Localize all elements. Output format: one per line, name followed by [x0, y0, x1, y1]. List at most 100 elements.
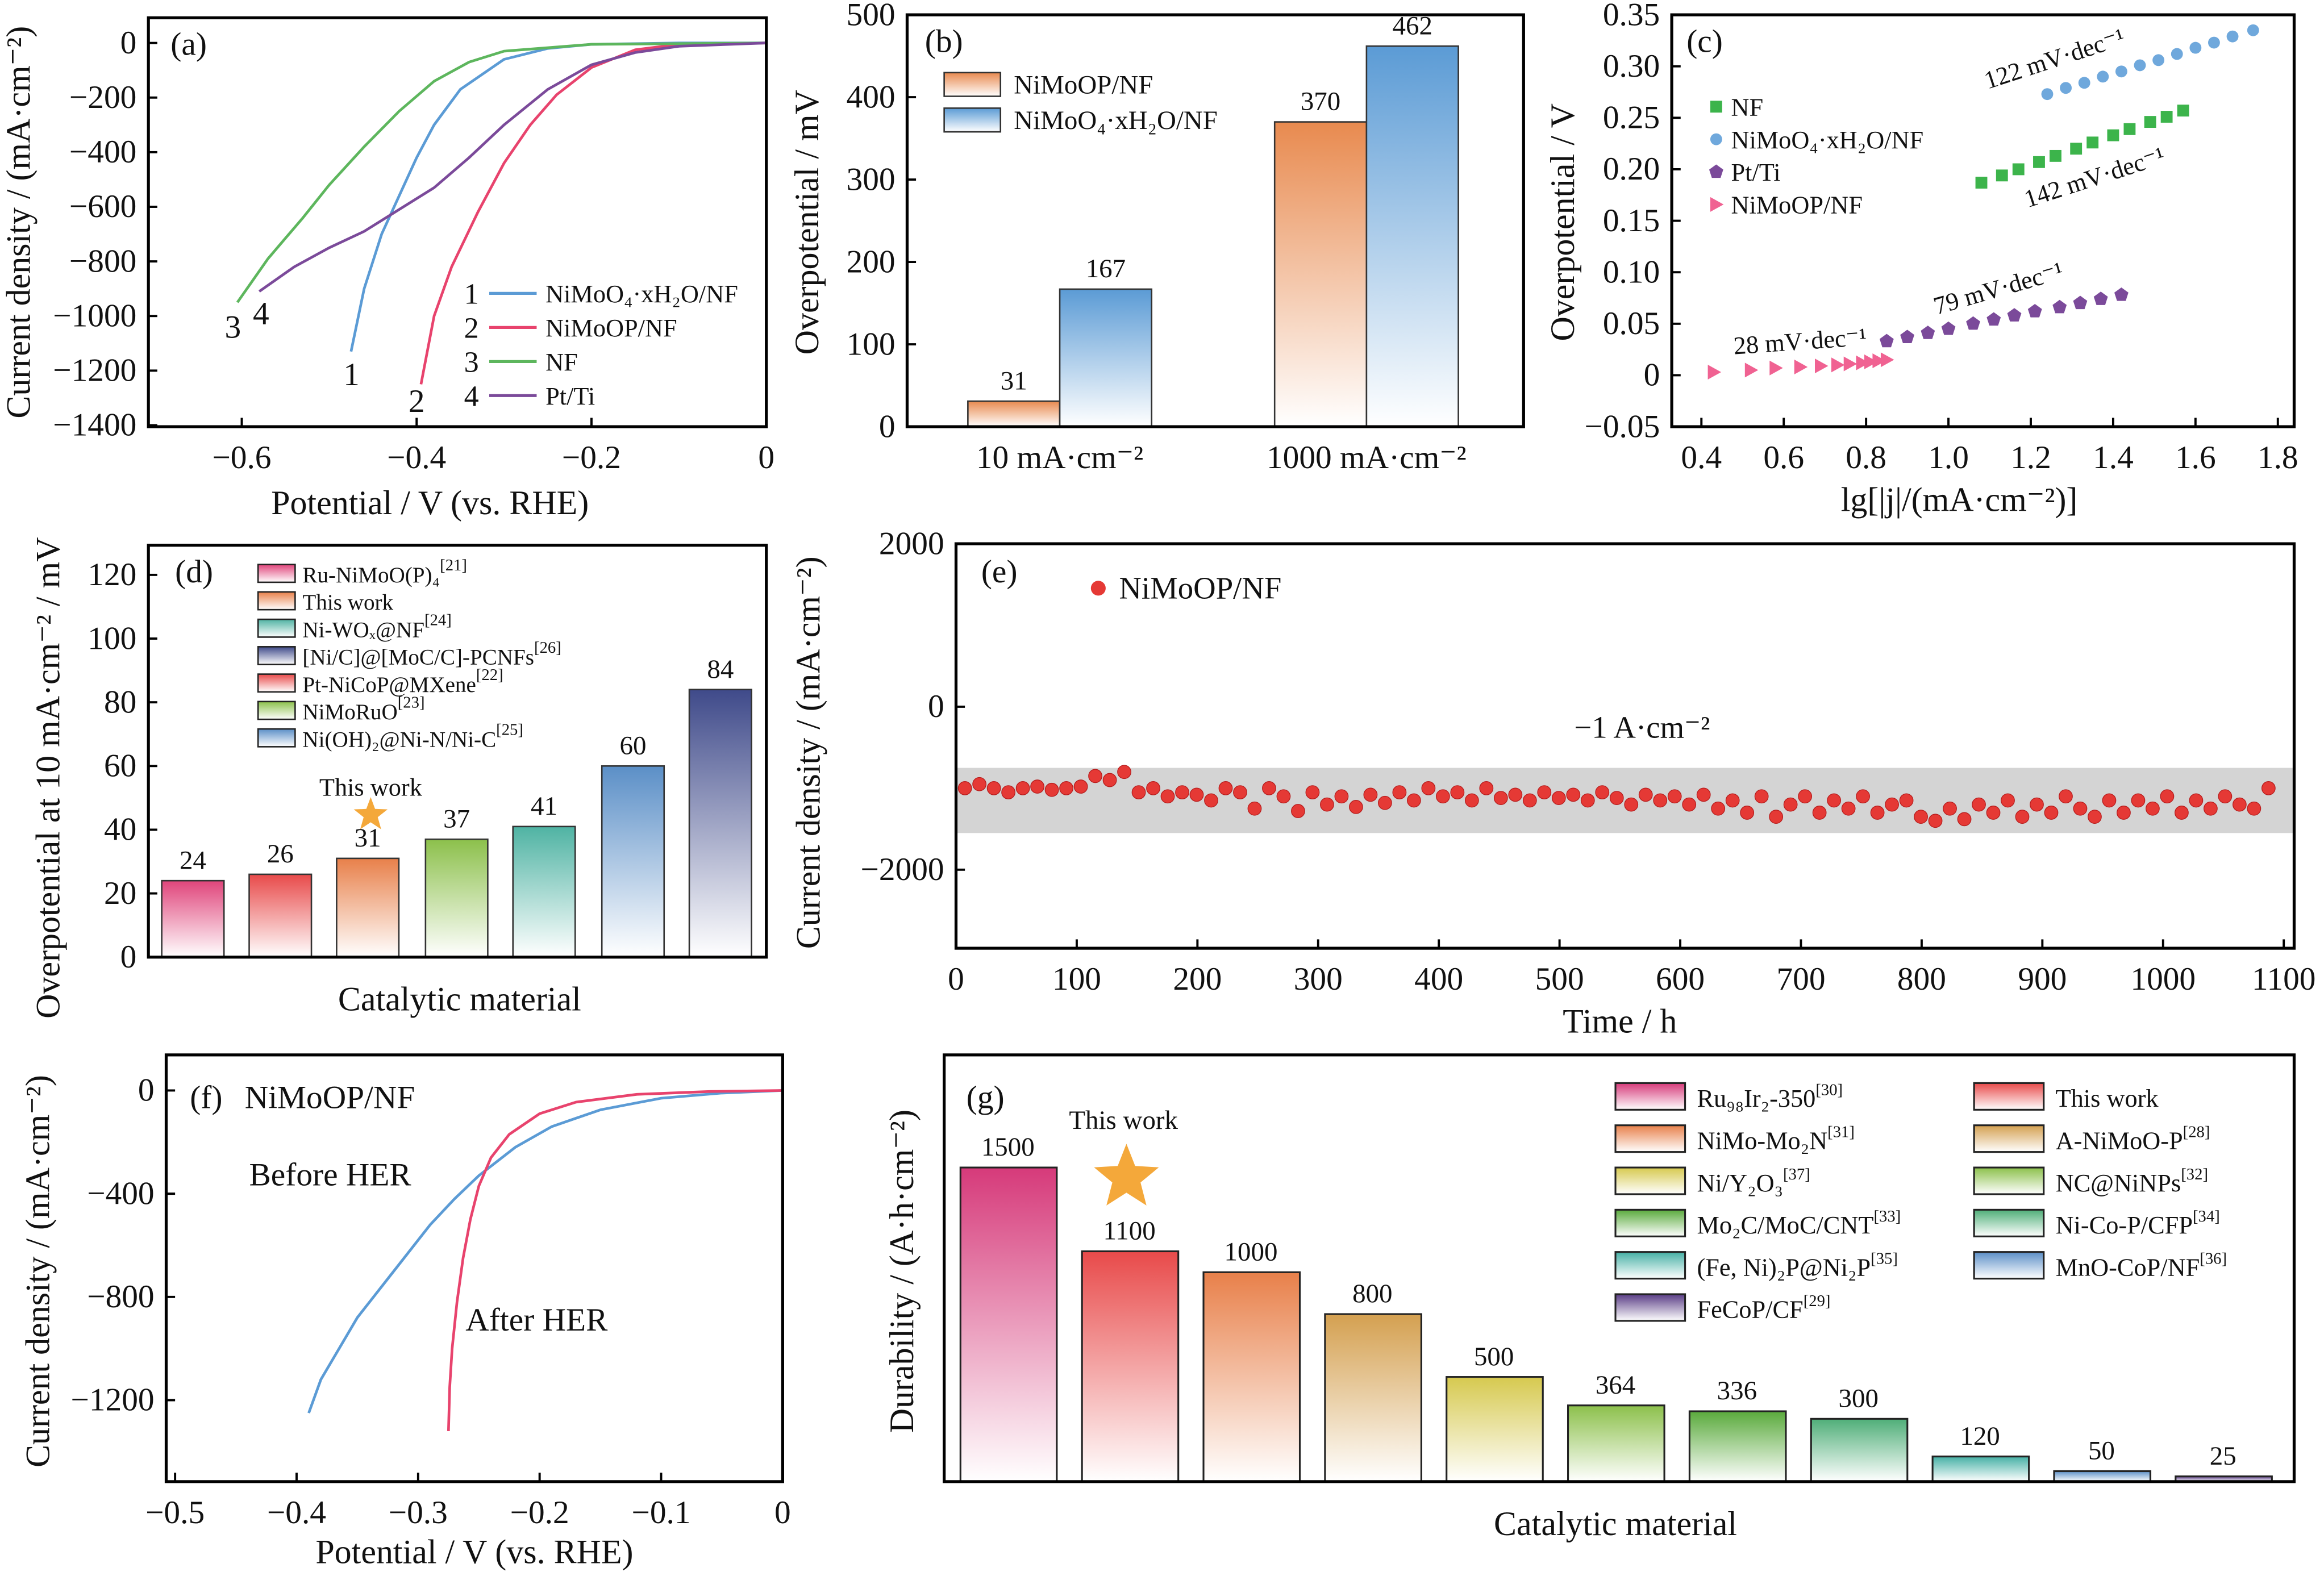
legend-label: This work — [302, 590, 393, 615]
data-point — [2030, 797, 2044, 812]
x-tick-label: 1100 — [2252, 961, 2316, 997]
x-tick-label: 1.2 — [2010, 440, 2051, 476]
data-point — [1378, 795, 1392, 810]
data-point — [2261, 781, 2276, 795]
data-point — [2027, 304, 2042, 318]
data-point — [2232, 797, 2247, 812]
bar — [1810, 1417, 1909, 1483]
legend-label: This work — [2056, 1084, 2159, 1112]
legend-swatch — [257, 591, 296, 611]
legend-label: NiMoOP/NF — [1731, 191, 1863, 219]
x-tick-label: 0.8 — [1846, 440, 1886, 476]
plot-frame — [905, 13, 1525, 428]
y-tick-label: 0 — [1644, 357, 1660, 393]
reference-superscript: [31] — [1827, 1123, 1855, 1141]
y-axis-label: Current density / (mA·cm⁻²) — [790, 556, 827, 949]
data-point — [1435, 789, 1450, 804]
legend-label: Ru-NiMoO(P)₄[21] — [302, 556, 467, 587]
series-annotation: After HER — [465, 1302, 608, 1338]
data-point — [1870, 806, 1885, 820]
bar-value-label: 167 — [1086, 254, 1126, 283]
y-axis-label: Durability / (A·h·cm⁻²) — [883, 1110, 921, 1433]
data-point — [1900, 330, 1914, 343]
x-tick-label: −0.2 — [562, 440, 621, 476]
x-tick-label: 200 — [1173, 961, 1222, 997]
legend-swatch — [1614, 1082, 1686, 1111]
data-point — [2204, 801, 2218, 816]
x-category-label: 1000 mA·cm⁻² — [1267, 440, 1467, 476]
data-point — [2097, 70, 2109, 83]
data-point — [1841, 801, 1856, 816]
data-point — [1638, 787, 1653, 802]
data-point — [1879, 333, 1894, 348]
data-point — [1711, 801, 1726, 816]
legend-number: 4 — [464, 381, 479, 413]
x-axis-label: Catalytic material — [1494, 1505, 1737, 1542]
data-point — [1941, 321, 1956, 335]
y-tick-label: 500 — [847, 0, 896, 32]
panel-label: (a) — [170, 26, 207, 62]
data-point — [2007, 308, 2022, 322]
legend-swatch — [1973, 1166, 2045, 1195]
data-point — [1653, 793, 1668, 808]
data-point — [986, 781, 1001, 795]
bar — [1688, 1410, 1787, 1483]
reference-superscript: [32] — [2181, 1165, 2208, 1183]
x-tick-label: 600 — [1656, 961, 1705, 997]
legend-swatch — [1614, 1208, 1686, 1237]
x-tick-label: −0.3 — [389, 1495, 448, 1531]
plot-frame — [954, 542, 2296, 950]
legend-label: [Ni/C]@[MoC/C]-PCNFs[26] — [302, 639, 561, 670]
legend-label: NiMo-Mo₂N[31] — [1697, 1123, 1855, 1155]
x-tick-label: 1.8 — [2258, 440, 2298, 476]
tafel-slope-label: 28 mV·dec⁻¹ — [1732, 322, 1868, 360]
bar — [1324, 1313, 1422, 1483]
data-point — [1754, 789, 1769, 804]
legend-swatch — [1973, 1124, 2045, 1153]
legend-swatch — [1614, 1166, 1686, 1195]
data-point — [1233, 785, 1247, 799]
data-point — [1146, 781, 1160, 795]
data-point — [2189, 41, 2202, 54]
legend-swatch — [257, 673, 296, 693]
data-point — [1450, 785, 1465, 799]
reference-superscript: [21] — [440, 556, 467, 574]
y-tick-label: 200 — [847, 244, 896, 280]
y-tick-label: 0 — [120, 25, 137, 61]
data-point — [1872, 353, 1886, 369]
legend-label: NiMoRuO[23] — [302, 693, 424, 724]
bar — [248, 873, 313, 958]
reference-superscript: [26] — [534, 639, 561, 657]
data-point — [1794, 359, 1808, 374]
data-point — [1117, 765, 1131, 779]
data-point — [1189, 787, 1204, 802]
legend-label: Ni-Co-P/CFP[34] — [2056, 1207, 2220, 1239]
y-tick-label: 0.10 — [1603, 254, 1660, 290]
reference-superscript: [34] — [2193, 1207, 2220, 1225]
data-point — [1044, 782, 1059, 797]
legend-label: NF — [1731, 93, 1763, 121]
data-point — [1015, 781, 1030, 795]
legend-label: NC@NiNPs[32] — [2056, 1165, 2208, 1197]
data-point — [1986, 312, 2001, 326]
data-point — [1899, 793, 1914, 808]
series-line — [236, 41, 767, 303]
bar-value-label: 41 — [531, 791, 557, 821]
bar — [1059, 288, 1153, 428]
legend-label: (Fe, Ni)₂P@Ni₂P[35] — [1697, 1250, 1898, 1282]
data-point — [972, 777, 987, 791]
plot-frame — [147, 544, 768, 959]
data-point — [2144, 116, 2156, 128]
data-point — [1334, 789, 1349, 804]
y-tick-label: −1200 — [71, 1382, 155, 1418]
data-point — [1595, 785, 1610, 799]
y-tick-label: −400 — [69, 134, 136, 170]
x-tick-label: 500 — [1535, 961, 1584, 997]
data-point — [2114, 287, 2129, 301]
data-point — [2001, 793, 2015, 808]
reference-superscript: [29] — [1804, 1292, 1831, 1310]
y-axis-label: Overpotential at 10 mA·cm⁻² / mV — [30, 537, 67, 1018]
data-point — [2033, 156, 2045, 168]
data-point — [1986, 806, 2001, 820]
